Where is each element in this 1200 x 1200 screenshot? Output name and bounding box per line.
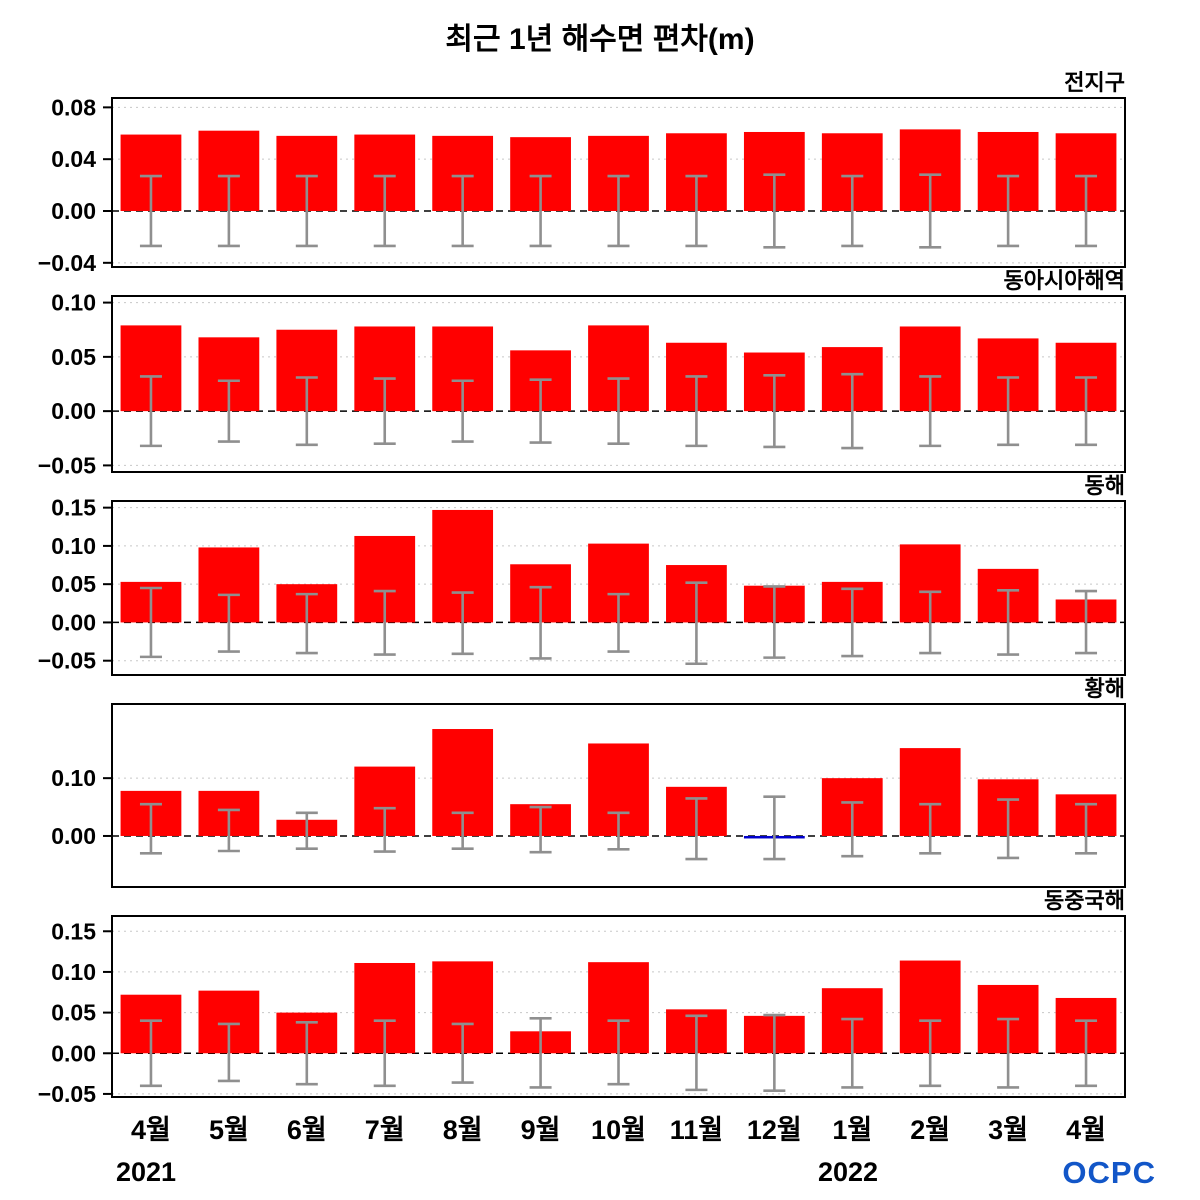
plot-frame — [111, 915, 1126, 1098]
y-tick-label: 0.10 — [51, 959, 96, 985]
y-tick-label: 0.00 — [51, 1040, 96, 1066]
panel-yellow-sea-plot: 0.10 0.00 — [51, 703, 1126, 888]
y-tick-label: 0.15 — [51, 918, 96, 944]
month-label: 8월 — [442, 1115, 483, 1145]
month-label: 2월 — [910, 1115, 951, 1145]
y-tick-label: −0.05 — [38, 648, 96, 674]
month-label: 11월 — [669, 1115, 724, 1145]
y-tick-label: 0.05 — [51, 344, 96, 370]
y-tick-label: 0.05 — [51, 1000, 96, 1026]
plot-frame — [111, 703, 1126, 888]
y-tick-label: 0.15 — [51, 495, 96, 521]
ocpc-logo: OCPC — [1062, 1155, 1156, 1191]
panel-east-china-sea-title: 동중국해 — [1044, 888, 1125, 913]
panel-yellow-sea-title: 황해 — [1084, 676, 1125, 701]
y-tick-label: −0.04 — [38, 250, 96, 276]
month-label: 7월 — [364, 1115, 405, 1145]
y-tick-label: 0.10 — [51, 533, 96, 559]
y-tick-label: −0.05 — [38, 1081, 96, 1107]
plot-frame — [111, 500, 1126, 676]
month-label: 9월 — [520, 1115, 561, 1145]
year-label-left: 2021 — [116, 1157, 177, 1187]
x-axis-year-row: 2021 2022 OCPC — [0, 1147, 1200, 1199]
y-tick-label: 0.00 — [51, 609, 96, 635]
panel-east-china-sea: 동중국해 0.15 0.10 0.05 0.00 −0.05 — [0, 888, 1200, 1107]
panel-east-sea-title: 동해 — [1084, 473, 1125, 498]
panel-global-plot: 0.08 0.04 0.00 −0.04 — [38, 94, 1126, 276]
ocpc-logo-text: OCPC — [1062, 1155, 1156, 1190]
y-tick-label: 0.00 — [51, 823, 96, 849]
panel-global: 전지구 0.08 0.04 0.00 −0.04 — [0, 70, 1200, 276]
month-label: 3월 — [988, 1115, 1029, 1145]
panel-east-asia-seas-plot: 0.10 0.05 0.00 −0.05 — [38, 290, 1126, 478]
panel-east-asia-seas: 동아시아해역 0.10 0.05 0.00 −0.05 — [0, 268, 1200, 478]
month-label: 4월 — [1066, 1115, 1106, 1145]
y-tick-label: 0.00 — [51, 198, 96, 224]
y-tick-label: 0.10 — [51, 765, 96, 791]
month-label: 10월 — [591, 1115, 646, 1145]
panel-yellow-sea: 황해 0.10 0.00 — [0, 676, 1200, 888]
y-tick-label: 0.10 — [51, 290, 96, 316]
panel-east-sea-plot: 0.15 0.10 0.05 0.00 −0.05 — [38, 495, 1126, 676]
panel-east-china-sea-plot: 0.15 0.10 0.05 0.00 −0.05 — [38, 915, 1126, 1107]
year-label-right: 2022 — [818, 1157, 879, 1187]
month-label: 12월 — [746, 1115, 802, 1145]
month-label: 6월 — [286, 1115, 327, 1145]
panel-global-title: 전지구 — [1064, 70, 1125, 95]
panel-east-asia-seas-title: 동아시아해역 — [1003, 268, 1125, 293]
x-axis-month-labels: 4월 5월 6월 7월 8월 9월 10월 11월 12월 1월 2월 3월 4월 — [112, 1098, 1125, 1147]
panels-container: 전지구 0.08 0.04 0.00 −0.04 동아시아해역 0.10 0.05 0.0… — [0, 70, 1200, 1107]
plot-frame — [111, 97, 1126, 268]
month-label: 1월 — [832, 1115, 873, 1145]
month-label: 5월 — [208, 1115, 249, 1145]
y-tick-label: 0.08 — [51, 94, 96, 120]
y-tick-label: 0.00 — [51, 398, 96, 424]
panel-east-sea: 동해 0.15 0.10 0.05 0.00 −0.05 — [0, 473, 1200, 676]
month-label: 4월 — [131, 1115, 171, 1145]
chart-title: 최근 1년 해수면 편차(m) — [445, 23, 755, 56]
y-tick-label: 0.05 — [51, 571, 96, 597]
y-tick-label: −0.05 — [38, 452, 96, 478]
y-tick-label: 0.04 — [51, 146, 96, 172]
plot-frame — [111, 295, 1126, 473]
